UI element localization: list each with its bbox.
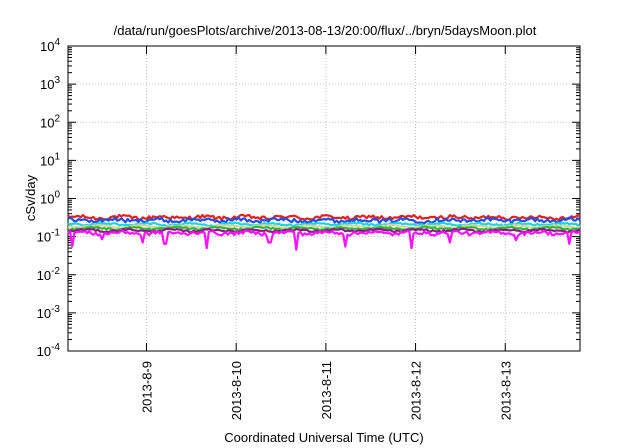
series-line — [67, 229, 581, 251]
x-tick-label: 2013-8-10 — [229, 361, 244, 420]
y-tick-label: 100 — [40, 190, 60, 207]
y-tick-label: 10-4 — [37, 342, 61, 359]
y-tick-label: 104 — [40, 37, 60, 54]
x-tick-label: 2013-8-12 — [409, 361, 424, 420]
x-tick-label: 2013-8-9 — [139, 361, 154, 413]
y-tick-label: 10-3 — [37, 304, 61, 321]
series-line — [67, 216, 581, 225]
y-tick-label: 103 — [40, 75, 60, 92]
series-group — [67, 213, 581, 251]
series-line — [67, 213, 581, 222]
y-tick-label: 10-1 — [37, 228, 61, 245]
x-axis-label: Coordinated Universal Time (UTC) — [224, 430, 423, 445]
y-axis-label: cSv/day — [23, 174, 38, 221]
y-tick-label: 102 — [40, 113, 60, 130]
chart-title: /data/run/goesPlots/archive/2013-08-13/2… — [114, 23, 537, 38]
x-axis: 2013-8-9 2013-8-10 2013-8-11 2013-8-12 2013-… — [139, 46, 513, 420]
y-tick-label: 101 — [40, 151, 60, 168]
y-axis: 10-4 10-3 10-2 10-1 100 101 102 103 104 — [37, 37, 580, 359]
series-line — [67, 221, 581, 228]
x-tick-label: 2013-8-11 — [319, 361, 334, 419]
series-line — [67, 223, 581, 230]
y-tick-label: 10-2 — [37, 266, 61, 283]
x-tick-label: 2013-8-13 — [498, 361, 513, 420]
grid — [68, 46, 580, 351]
